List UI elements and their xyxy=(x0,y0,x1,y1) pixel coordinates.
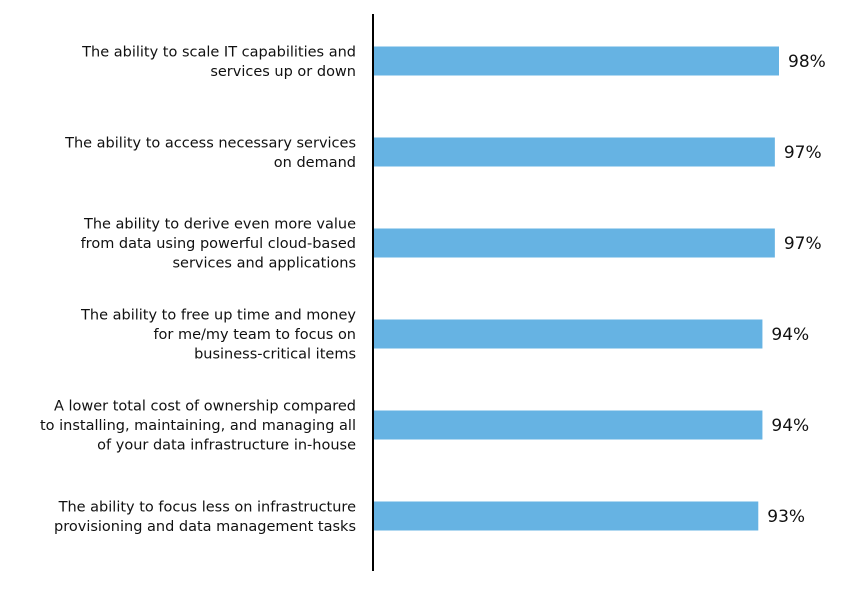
category-label-line: from data using powerful cloud-based xyxy=(81,236,356,252)
category-label-line: to installing, maintaining, and managing… xyxy=(40,418,356,434)
category-label: The ability to derive even more value fro… xyxy=(81,217,356,272)
category-label: The ability to free up time and money for… xyxy=(80,308,356,363)
value-label: 98% xyxy=(788,52,826,72)
category-label-line: The ability to access necessary services xyxy=(64,135,356,151)
value-label: 97% xyxy=(784,234,822,254)
value-label: 93% xyxy=(767,507,805,527)
category-label-line: The ability to derive even more value xyxy=(83,217,356,233)
category-label-line: services and applications xyxy=(172,256,356,272)
category-label-line: provisioning and data management tasks xyxy=(54,519,356,535)
bar xyxy=(373,137,775,167)
bar xyxy=(373,46,779,76)
category-label: A lower total cost of ownership compared… xyxy=(40,399,356,454)
category-label-line: services up or down xyxy=(210,64,356,80)
category-label-line: The ability to free up time and money xyxy=(80,308,356,324)
category-label-line: of your data infrastructure in-house xyxy=(97,438,356,454)
category-label-line: The ability to focus less on infrastruct… xyxy=(58,499,356,515)
category-label-line: for me/my team to focus on xyxy=(153,327,356,343)
category-label-line: A lower total cost of ownership compared xyxy=(54,399,356,415)
category-label: The ability to scale IT capabilities and… xyxy=(81,44,356,80)
value-labels-group: 98% 97% 97% 94% 94% 93% xyxy=(767,52,826,527)
value-label: 97% xyxy=(784,143,822,163)
bar xyxy=(373,228,775,258)
bar xyxy=(373,319,763,349)
bars-group xyxy=(373,46,779,531)
category-labels-group: The ability to scale IT capabilities and… xyxy=(40,44,356,535)
category-label: The ability to focus less on infrastruct… xyxy=(54,499,356,535)
value-label: 94% xyxy=(771,325,809,345)
category-label-line: The ability to scale IT capabilities and xyxy=(81,44,356,60)
bar xyxy=(373,410,763,440)
value-label: 94% xyxy=(771,416,809,436)
category-label-line: on demand xyxy=(274,155,356,171)
category-label-line: business-critical items xyxy=(194,347,356,363)
category-label: The ability to access necessary services… xyxy=(64,135,356,171)
bar xyxy=(373,501,759,531)
